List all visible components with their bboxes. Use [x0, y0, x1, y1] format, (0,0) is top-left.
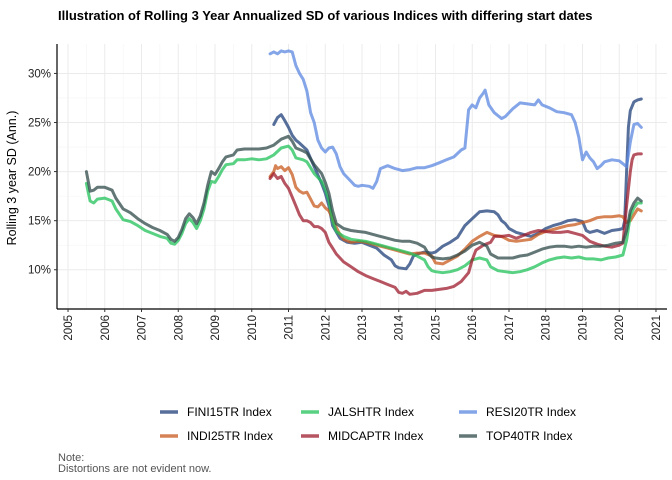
x-tick-label: 2013	[357, 315, 369, 341]
x-tick-label: 2021	[651, 315, 663, 341]
x-tick-label: 2007	[137, 315, 149, 341]
legend-label-fini15tr: FINI15TR Index	[187, 405, 272, 419]
legend-label-resi20tr: RESI20TR Index	[486, 405, 576, 419]
legend: FINI15TR Index JALSHTR Index RESI20TR Inde…	[160, 405, 576, 443]
y-tick-label: 20%	[28, 167, 51, 179]
x-tick-label: 2017	[504, 315, 516, 341]
x-tick-label: 2006	[100, 315, 112, 341]
legend-label-midcaptr: MIDCAPTR Index	[328, 429, 423, 443]
note-title: Note:	[58, 452, 84, 464]
x-tick-label: 2015	[430, 315, 442, 341]
x-tick-label: 2018	[541, 315, 553, 341]
series-group	[84, 49, 643, 296]
chart-title: Illustration of Rolling 3 Year Annualize…	[58, 8, 593, 23]
x-tick-label: 2011	[284, 315, 296, 340]
x-tick-label: 2014	[394, 314, 406, 340]
series-line-top40tr	[84, 134, 643, 261]
x-tick-label: 2010	[247, 315, 259, 341]
legend-label-indi25tr: INDI25TR Index	[187, 429, 273, 443]
x-tick-label: 2009	[210, 315, 222, 341]
x-tick-label: 2008	[173, 315, 185, 341]
y-tick-label: 10%	[28, 265, 51, 277]
x-tick-label: 2012	[320, 315, 332, 341]
y-tick-label: 30%	[28, 68, 51, 80]
x-tick-label: 2020	[614, 315, 626, 341]
x-tick-label: 2019	[577, 315, 589, 341]
y-tick-labels: 10% 15% 20% 25% 30%	[28, 68, 57, 277]
series-line-jalshtr	[84, 144, 643, 275]
x-tick-label: 2005	[63, 315, 75, 341]
series-line-midcaptr	[268, 152, 643, 296]
y-tick-label: 15%	[28, 216, 51, 228]
grid	[57, 44, 667, 309]
y-tick-label: 25%	[28, 118, 51, 130]
legend-label-jalshtr: JALSHTR Index	[328, 405, 414, 419]
note-text: Distortions are not evident now.	[58, 463, 211, 475]
legend-label-top40tr: TOP40TR Index	[486, 429, 572, 443]
x-tick-labels: 2005 2006 2007 2008 2009 2010 2011 2012 2013 2014…	[63, 309, 663, 341]
series-line-resi20tr	[268, 49, 643, 190]
x-tick-label: 2016	[467, 315, 479, 341]
y-axis-title: Rolling 3 year SD (Ann.)	[5, 111, 19, 246]
